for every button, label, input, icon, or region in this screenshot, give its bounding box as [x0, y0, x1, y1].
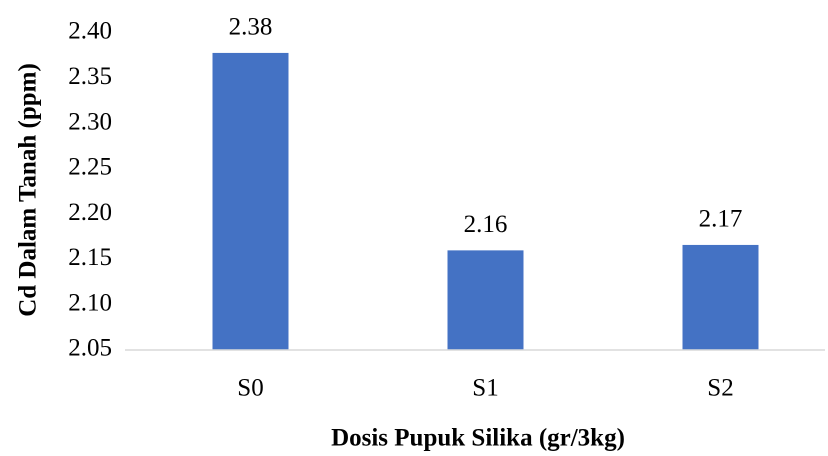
x-tick-label: S1	[472, 375, 498, 402]
bar	[682, 244, 759, 350]
y-tick-label: 2.40	[68, 18, 112, 45]
x-tick-label: S2	[707, 375, 733, 402]
y-tick-label: 2.25	[68, 154, 112, 181]
bar	[212, 52, 289, 350]
x-tick-label: S0	[237, 375, 263, 402]
value-label: 2.16	[464, 211, 508, 238]
y-tick-label: 2.10	[68, 289, 112, 316]
bar	[447, 250, 524, 350]
y-tick-label: 2.20	[68, 199, 112, 226]
x-axis-title: Dosis Pupuk Silika (gr/3kg)	[331, 425, 625, 452]
value-label: 2.38	[229, 14, 273, 41]
y-axis-title: Cd Dalam Tanah (ppm)	[15, 63, 42, 317]
y-tick-label: 2.30	[68, 108, 112, 135]
y-tick-label: 2.15	[68, 244, 112, 271]
y-tick-label: 2.05	[68, 335, 112, 362]
value-label: 2.17	[699, 206, 743, 233]
y-tick-label: 2.35	[68, 63, 112, 90]
